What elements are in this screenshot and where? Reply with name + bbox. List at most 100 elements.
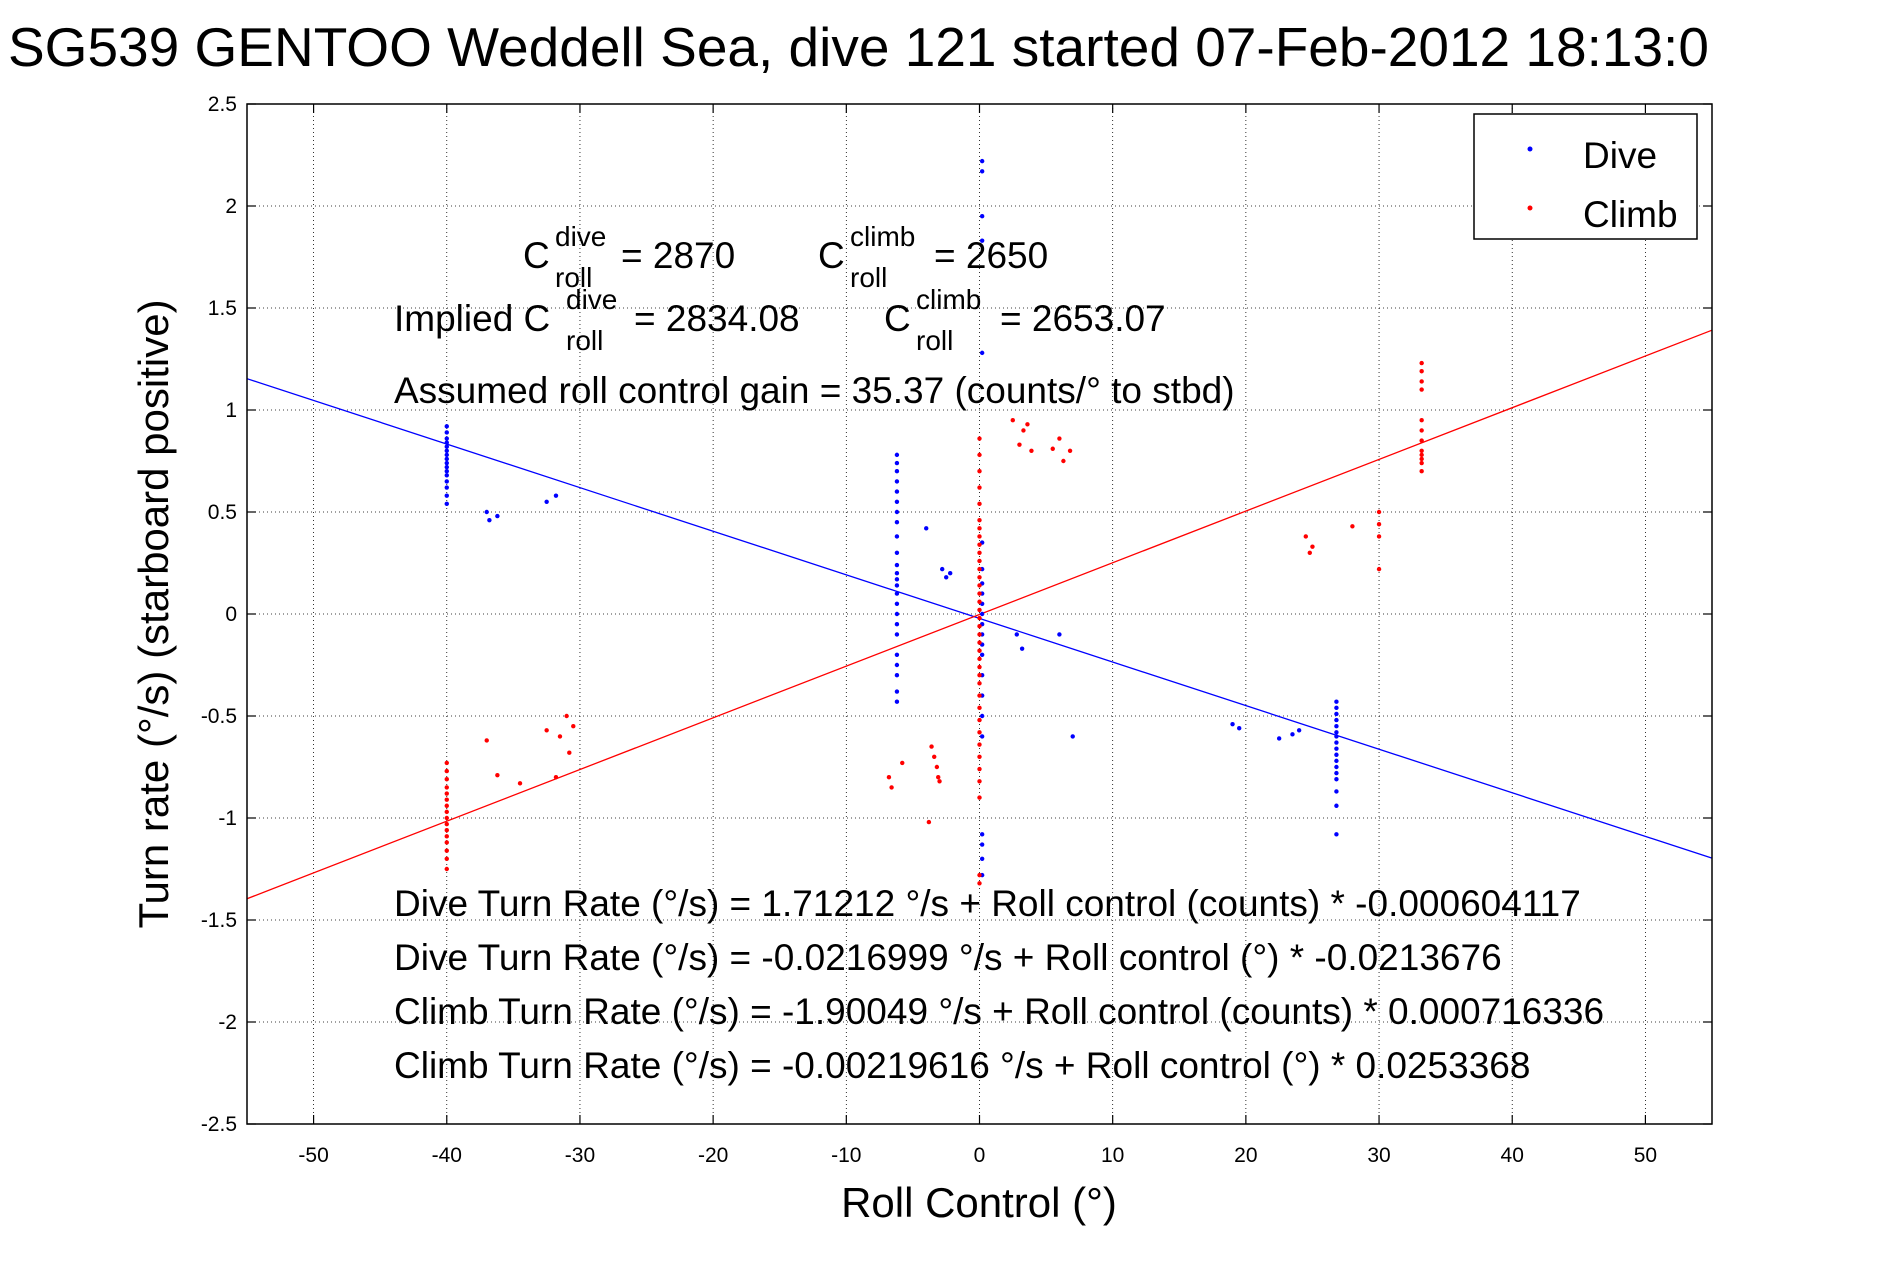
dive-point [894, 601, 900, 606]
dive-point [1334, 777, 1339, 782]
climb-point [1419, 379, 1424, 384]
chart-title: SG539 GENTOO Weddell Sea, dive 121 start… [8, 16, 1709, 78]
climb-point [977, 485, 982, 490]
dive-point [894, 571, 900, 576]
dive-point [444, 460, 449, 466]
climb-point [937, 779, 942, 784]
climb-point [1419, 460, 1424, 466]
dive-point [1334, 724, 1339, 729]
c-roll-climb-sup: climb [850, 221, 915, 252]
implied-dive-sup: dive [566, 284, 617, 315]
climb-point [934, 764, 940, 770]
y-tick-label: 2 [225, 195, 237, 218]
climb-point [926, 819, 932, 825]
x-tick-label: 20 [1234, 1144, 1257, 1167]
climb-point [977, 632, 982, 637]
dive-point [444, 479, 449, 484]
dive-point [1334, 734, 1339, 739]
climb-point [977, 501, 982, 507]
implied-dive-sub: roll [566, 325, 603, 356]
climb-point [517, 781, 523, 786]
y-tick-label: 1.5 [208, 297, 237, 320]
x-tick-label: -30 [565, 1144, 595, 1167]
plot-frame [246, 103, 1713, 1125]
dive-point [894, 509, 900, 515]
dive-point [1230, 721, 1235, 727]
dive-point [894, 452, 900, 458]
dive-point [1334, 740, 1339, 745]
c-roll-climb-base: C [818, 235, 845, 276]
dive-point [894, 469, 900, 474]
climb-point [977, 705, 982, 711]
climb-point [1067, 448, 1073, 453]
legend-climb-label: Climb [1583, 194, 1678, 235]
climb-point [444, 856, 449, 861]
dive-point [894, 460, 900, 466]
climb-point [977, 779, 982, 784]
climb-point [977, 558, 982, 564]
climb-point [495, 772, 500, 778]
y-tick-label: -1.5 [201, 909, 237, 932]
dive-point [444, 444, 449, 449]
dive-point [1070, 734, 1075, 739]
climb-point [977, 517, 982, 523]
climb-fit-line [246, 329, 1713, 900]
y-tick-label: -2.5 [201, 1113, 237, 1136]
dive-point [894, 499, 900, 504]
climb-point [1419, 387, 1424, 392]
climb-point [444, 785, 449, 790]
y-tick-label: 1 [225, 399, 237, 422]
dive-point [979, 350, 985, 356]
c-roll-dive-sub: roll [555, 262, 592, 293]
annotation-eq-dive-counts: Dive Turn Rate (°/s) = 1.71212 °/s + Rol… [394, 883, 1581, 924]
climb-point [977, 664, 982, 670]
climb-point [977, 599, 982, 604]
climb-point [444, 803, 449, 808]
dive-point [444, 501, 449, 507]
dive-point [1057, 632, 1062, 637]
dive-point [444, 456, 449, 462]
climb-point [1376, 534, 1382, 539]
climb-point [544, 728, 549, 733]
dive-point [1334, 699, 1339, 704]
annotation-eq-climb-degrees: Climb Turn Rate (°/s) = -0.00219616 °/s … [394, 1045, 1530, 1086]
climb-point [977, 566, 982, 572]
climb-point [557, 734, 563, 739]
dive-point [894, 562, 900, 568]
x-tick-label: -40 [432, 1144, 462, 1167]
climb-point [1419, 456, 1424, 462]
climb-point [977, 656, 982, 662]
y-axis-label: Turn rate (°/s) (starboard positive) [130, 299, 177, 928]
climb-point [977, 766, 982, 772]
x-tick-label: 50 [1634, 1144, 1657, 1167]
climb-point [1021, 428, 1026, 433]
climb-point [977, 673, 982, 678]
c-roll-climb-sub: roll [850, 262, 887, 293]
climb-point [444, 840, 449, 845]
dive-point [979, 832, 985, 837]
dive-point [1334, 711, 1339, 717]
dive-point [1237, 726, 1242, 731]
dive-point [894, 662, 900, 668]
climb-point [977, 550, 982, 555]
climb-point [1419, 418, 1424, 423]
climb-point [977, 624, 982, 629]
climb-point [1419, 428, 1424, 433]
dive-point [444, 430, 449, 435]
climb-point [444, 866, 449, 872]
climb-point [977, 881, 982, 886]
dive-point [894, 622, 900, 627]
climb-point [977, 526, 982, 531]
y-tick-label: 0 [225, 603, 237, 626]
dive-point [979, 842, 985, 847]
dive-point [1334, 789, 1339, 794]
implied-climb-base: C [884, 298, 911, 339]
annotation-implied-dive: Implied C dive roll = 2834.08 [394, 284, 800, 356]
climb-point [553, 775, 559, 780]
x-tick-label: 10 [1101, 1144, 1124, 1167]
climb-point [977, 640, 982, 645]
implied-dive-value: = 2834.08 [634, 298, 800, 339]
dive-point [544, 499, 549, 504]
dive-point [924, 526, 929, 531]
